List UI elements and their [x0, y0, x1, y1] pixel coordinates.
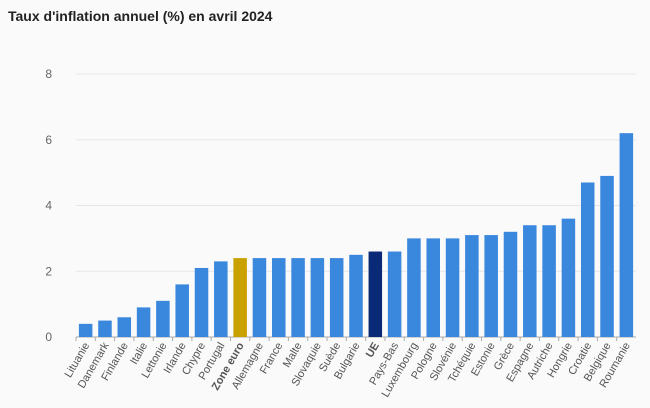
- bar-grèce: [503, 231, 518, 337]
- bar-slovénie: [445, 238, 460, 337]
- bar-suède: [329, 258, 344, 337]
- bar-malte: [291, 258, 305, 337]
- bar-pologne: [426, 238, 440, 337]
- y-tick-label: 0: [45, 330, 52, 344]
- bar-autriche: [542, 225, 556, 337]
- bar-zone-euro: [233, 258, 247, 337]
- bar-luxembourg: [407, 238, 421, 337]
- bar-espagne: [523, 225, 537, 337]
- bar-bulgarie: [349, 254, 363, 337]
- bar-italie: [136, 307, 151, 337]
- y-tick-label: 2: [45, 264, 52, 278]
- bar-danemark: [98, 320, 112, 337]
- bar-belgique: [600, 175, 614, 337]
- bar-portugal: [214, 261, 228, 337]
- x-tick-label: UE: [364, 341, 382, 360]
- bar-lituanie: [78, 323, 93, 337]
- bar-slovaquie: [310, 258, 325, 337]
- bar-estonie: [484, 235, 498, 337]
- bar-finlande: [117, 317, 132, 337]
- bar-france: [272, 258, 286, 337]
- bar-ue: [368, 251, 383, 337]
- bar-hongrie: [561, 218, 576, 337]
- bar-allemagne: [252, 258, 267, 337]
- bar-croatie: [580, 182, 595, 337]
- bar-pays-bas: [387, 251, 402, 337]
- bar-roumanie: [619, 133, 634, 337]
- y-tick-label: 6: [45, 133, 52, 147]
- bar-irlande: [175, 284, 189, 337]
- bar-chypre: [194, 267, 209, 337]
- chart-title: Taux d'inflation annuel (%) en avril 202…: [8, 8, 273, 24]
- y-tick-label: 8: [45, 67, 52, 81]
- bar-lettonie: [156, 300, 170, 337]
- bar-tchéquie: [465, 235, 479, 337]
- y-tick-label: 4: [45, 199, 52, 213]
